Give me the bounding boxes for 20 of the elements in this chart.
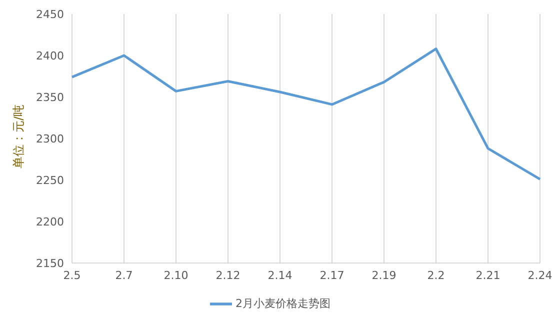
y-tick-label: 2150 — [36, 256, 64, 270]
x-tick-label: 2.17 — [320, 268, 344, 282]
legend-label: 2月小麦价格走势图 — [236, 297, 330, 310]
x-tick-label: 2.2 — [427, 268, 445, 282]
y-tick-label: 2350 — [36, 90, 64, 104]
x-tick-label: 2.14 — [268, 268, 292, 282]
x-tick-label: 2.21 — [476, 268, 500, 282]
x-tick-label: 2.19 — [372, 268, 396, 282]
y-axis-title: 单位：元/吨 — [11, 104, 26, 168]
y-tick-label: 2400 — [36, 49, 64, 62]
y-tick-label: 2200 — [36, 215, 64, 228]
x-tick-label: 2.5 — [63, 268, 81, 282]
x-tick-label: 2.12 — [216, 268, 240, 282]
y-tick-label: 2250 — [36, 174, 64, 187]
x-tick-label: 2.24 — [528, 268, 552, 282]
x-tick-label: 2.7 — [115, 268, 133, 282]
y-tick-label: 2450 — [36, 8, 64, 21]
x-tick-label: 2.10 — [164, 268, 188, 282]
line-series — [70, 48, 542, 180]
y-tick-label: 2300 — [36, 132, 64, 146]
